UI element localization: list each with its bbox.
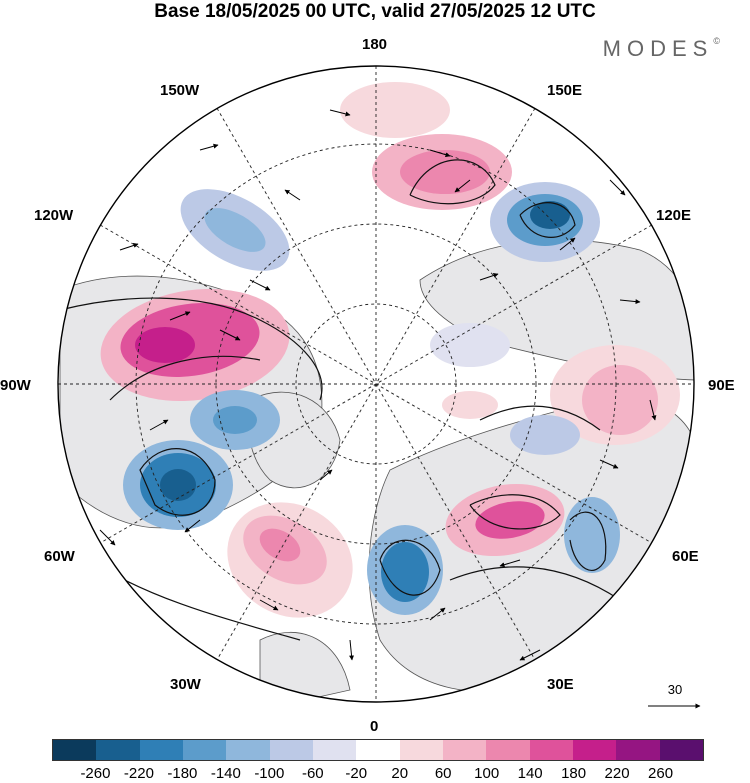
colorbar-swatch-9 bbox=[442, 740, 487, 760]
colorbar-tick-label: 20 bbox=[391, 765, 409, 782]
graticule bbox=[58, 66, 694, 702]
colorbar-swatch-12 bbox=[572, 740, 617, 760]
colorbar-tick-label: -260 bbox=[80, 765, 111, 782]
colorbar-tick-label: 140 bbox=[517, 765, 543, 782]
brand-text: MODES bbox=[602, 36, 714, 61]
colorbar-tick-label: 260 bbox=[648, 765, 674, 782]
lon-label-150e: 150E bbox=[547, 82, 583, 99]
polar-map bbox=[57, 65, 701, 709]
lon-label-30e: 30E bbox=[547, 676, 574, 693]
anom-kara-negative bbox=[510, 415, 580, 455]
colorbar bbox=[52, 739, 704, 761]
vector-reference-label: 30 bbox=[667, 682, 683, 697]
lon-label-60w: 60W bbox=[44, 548, 75, 565]
colorbar-tick-label: 220 bbox=[604, 765, 630, 782]
colorbar-swatch-0 bbox=[53, 740, 97, 760]
brand-mark: © bbox=[713, 36, 720, 46]
wind-vectors bbox=[99, 109, 657, 661]
lon-label-90e: 90E bbox=[708, 377, 735, 394]
lon-label-90w: 90W bbox=[0, 377, 31, 394]
colorbar-swatch-13 bbox=[616, 740, 660, 760]
map-title: Base 18/05/2025 00 UTC, valid 27/05/2025… bbox=[154, 1, 596, 22]
colorbar-swatch-3 bbox=[182, 740, 227, 760]
colorbar-tick-label: -220 bbox=[123, 765, 154, 782]
colorbar-swatch-11 bbox=[529, 740, 573, 760]
colorbar-swatch-10 bbox=[486, 740, 530, 760]
colorbar-swatch-5 bbox=[269, 740, 313, 760]
colorbar-swatch-4 bbox=[226, 740, 270, 760]
colorbar-swatch-8 bbox=[399, 740, 443, 760]
lon-label-150w: 150W bbox=[160, 82, 200, 99]
colorbar-tick-label: -20 bbox=[345, 765, 368, 782]
colorbar-swatch-7 bbox=[356, 740, 400, 760]
lon-label-120w: 120W bbox=[34, 207, 74, 224]
colorbar-swatch-14 bbox=[659, 740, 703, 760]
lon-label-180: 180 bbox=[362, 36, 388, 53]
lon-label-30w: 30W bbox=[170, 676, 201, 693]
colorbar-tick-label: 60 bbox=[434, 765, 452, 782]
map-border bbox=[57, 65, 695, 703]
colorbar-tick-label: 180 bbox=[561, 765, 587, 782]
height-contours bbox=[59, 159, 621, 641]
colorbar-tick-label: -140 bbox=[210, 765, 241, 782]
colorbar-swatch-6 bbox=[312, 740, 357, 760]
lon-label-60e: 60E bbox=[672, 548, 699, 565]
colorbar-tick-label: -100 bbox=[254, 765, 285, 782]
colorbar-ticks: -260 -220 -180 -140 -100 -60 -20 20 60 100 140 180 2… bbox=[0, 765, 750, 783]
colorbar-tick-label: -60 bbox=[301, 765, 324, 782]
lon-label-0: 0 bbox=[370, 718, 379, 735]
colorbar-swatch-2 bbox=[139, 740, 183, 760]
colorbar-tick-label: 100 bbox=[474, 765, 500, 782]
modes-logo: MODES© bbox=[603, 36, 720, 62]
anom-central-asia-negative bbox=[564, 497, 620, 573]
lon-label-120e: 120E bbox=[656, 207, 692, 224]
map-disc bbox=[58, 66, 694, 702]
colorbar-swatch-1 bbox=[96, 740, 140, 760]
colorbar-tick-label: -180 bbox=[167, 765, 198, 782]
